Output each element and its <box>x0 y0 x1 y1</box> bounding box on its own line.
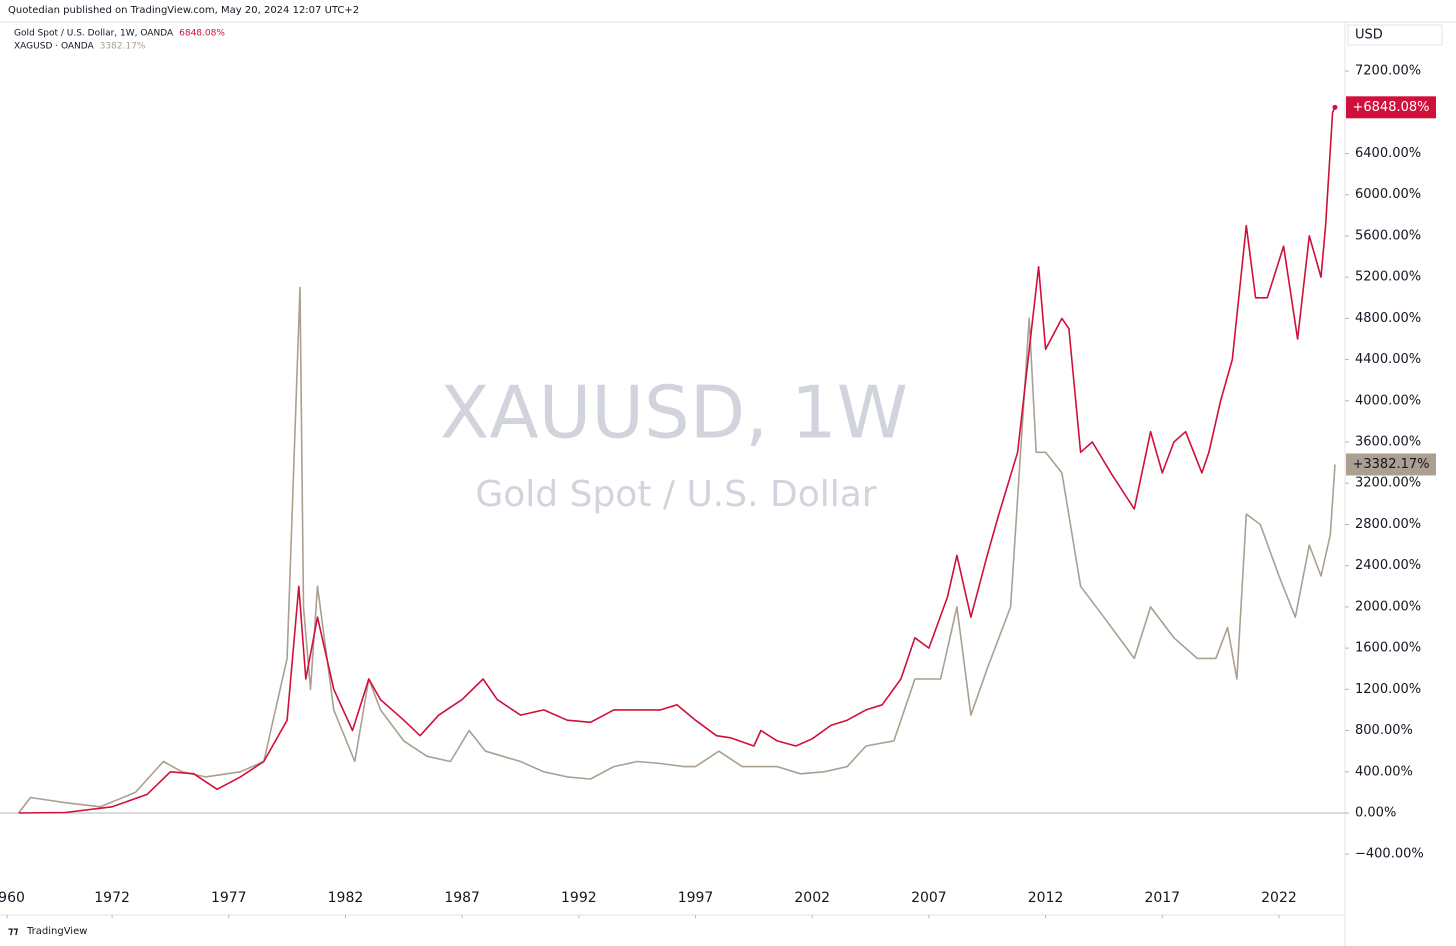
y-tick-label: 4400.00% <box>1355 352 1421 367</box>
x-tick-label: 1972 <box>94 890 130 906</box>
y-tick-label: 1600.00% <box>1355 641 1421 656</box>
y-tick-label: 2800.00% <box>1355 517 1421 532</box>
price-label: +3382.17% <box>1352 457 1429 472</box>
series-line <box>18 286 1336 814</box>
footer: TradingView <box>26 926 87 937</box>
x-tick-label: 1987 <box>444 890 480 906</box>
y-tick-label: 800.00% <box>1355 723 1413 738</box>
x-tick-label: 2002 <box>794 890 830 906</box>
x-tick-label: 2012 <box>1028 890 1064 906</box>
y-tick-label: 2000.00% <box>1355 599 1421 614</box>
price-label-box <box>1346 96 1436 119</box>
watermark: XAUUSD, 1W <box>440 371 908 455</box>
watermark-subtitle: Gold Spot / U.S. Dollar <box>475 474 876 515</box>
currency-box[interactable] <box>1347 24 1443 46</box>
y-tick-label: 3600.00% <box>1355 435 1421 450</box>
y-tick-label: 5600.00% <box>1355 228 1421 243</box>
price-label-box <box>1346 453 1436 476</box>
logo: ⁊⁊ <box>8 926 18 937</box>
x-tick-label: 1997 <box>678 890 714 906</box>
currency[interactable]: USD <box>1355 28 1383 43</box>
y-tick-label: 400.00% <box>1355 764 1413 779</box>
price-label: +6848.08% <box>1352 100 1429 115</box>
last-point <box>1332 104 1338 110</box>
legend-value: 3382.17% <box>100 42 146 52</box>
x-tick-label: 1960 <box>0 890 25 906</box>
y-tick-label: 5200.00% <box>1355 270 1421 285</box>
legend-value: 6848.08% <box>179 29 225 39</box>
y-tick-label: 6400.00% <box>1355 146 1421 161</box>
y-tick-label: −400.00% <box>1355 847 1424 862</box>
y-tick-label: 2400.00% <box>1355 558 1421 573</box>
x-tick-label: 2007 <box>911 890 947 906</box>
y-tick-label: 6000.00% <box>1355 187 1421 202</box>
x-tick-label: 2017 <box>1144 890 1180 906</box>
y-tick-label: 4000.00% <box>1355 393 1421 408</box>
x-tick-label: 1982 <box>328 890 364 906</box>
x-tick-label: 1992 <box>561 890 597 906</box>
series-line <box>18 106 1336 814</box>
x-tick-label: 2022 <box>1261 890 1297 906</box>
y-tick-label: 3200.00% <box>1355 476 1421 491</box>
y-tick-label: 7200.00% <box>1355 64 1421 79</box>
x-tick-label: 1977 <box>211 890 247 906</box>
legend-name: Gold Spot / U.S. Dollar, 1W, OANDA <box>14 29 174 39</box>
y-tick-label: 4800.00% <box>1355 311 1421 326</box>
legend-name: XAGUSD · OANDA <box>14 42 95 52</box>
header: Quotedian published on TradingView.com, … <box>8 5 359 16</box>
y-tick-label: 0.00% <box>1355 805 1396 820</box>
y-tick-label: 1200.00% <box>1355 682 1421 697</box>
